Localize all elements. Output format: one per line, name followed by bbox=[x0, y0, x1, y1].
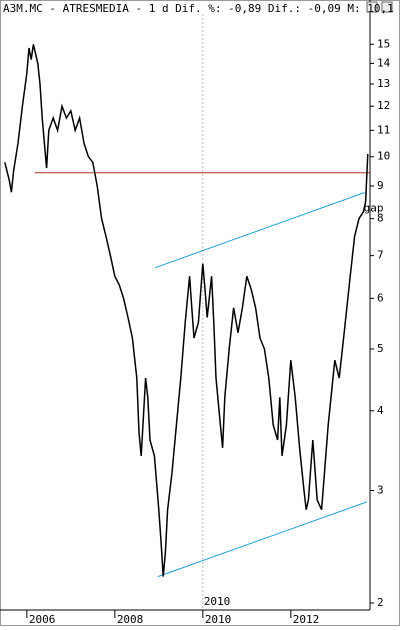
x-tick-label: 2006 bbox=[29, 613, 55, 626]
y-tick-label: 4 bbox=[377, 404, 384, 417]
y-tick-label: 15 bbox=[377, 37, 390, 50]
trend-line bbox=[157, 501, 368, 578]
window-icon[interactable] bbox=[366, 1, 378, 13]
x-tick-label: 2008 bbox=[117, 613, 143, 626]
y-tick-label: 3 bbox=[377, 484, 384, 497]
annotation: gap bbox=[364, 201, 384, 214]
marker-label: 2010 bbox=[204, 595, 231, 608]
price-line bbox=[4, 44, 369, 577]
y-tick-label: 14 bbox=[377, 56, 391, 69]
chart-title: A3M.MC - ATRESMEDIA - 1 d Dif. %: -0,89 … bbox=[3, 2, 394, 15]
y-tick-label: 7 bbox=[377, 249, 384, 262]
y-tick-label: 12 bbox=[377, 99, 390, 112]
x-tick-label: 2012 bbox=[293, 613, 320, 626]
y-tick-label: 8 bbox=[377, 212, 384, 225]
y-tick-label: 9 bbox=[377, 179, 384, 192]
x-tick-label: 2010 bbox=[205, 613, 232, 626]
y-tick-label: 6 bbox=[377, 291, 384, 304]
trend-line bbox=[154, 192, 365, 269]
y-tick-label: 13 bbox=[377, 77, 390, 90]
y-tick-label: 2 bbox=[377, 596, 384, 609]
window-icon[interactable] bbox=[381, 1, 393, 13]
y-tick-label: 5 bbox=[377, 342, 384, 355]
y-tick-label: 11 bbox=[377, 123, 390, 136]
y-tick-label: 10 bbox=[377, 150, 390, 163]
